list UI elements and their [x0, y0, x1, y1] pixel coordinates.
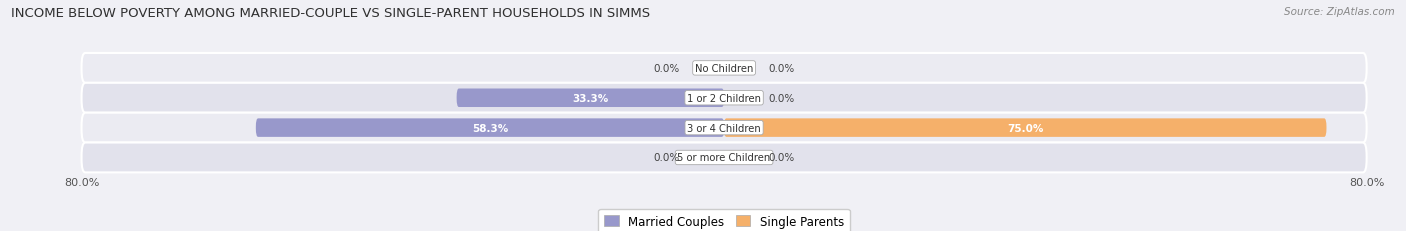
Text: Source: ZipAtlas.com: Source: ZipAtlas.com	[1284, 7, 1395, 17]
FancyBboxPatch shape	[696, 151, 724, 165]
FancyBboxPatch shape	[724, 91, 752, 105]
Text: 3 or 4 Children: 3 or 4 Children	[688, 123, 761, 133]
Text: 5 or more Children: 5 or more Children	[678, 153, 770, 163]
FancyBboxPatch shape	[724, 119, 1326, 137]
FancyBboxPatch shape	[696, 62, 724, 76]
Text: 1 or 2 Children: 1 or 2 Children	[688, 93, 761, 103]
FancyBboxPatch shape	[82, 83, 1367, 113]
Legend: Married Couples, Single Parents: Married Couples, Single Parents	[599, 209, 849, 231]
FancyBboxPatch shape	[457, 89, 724, 108]
FancyBboxPatch shape	[724, 62, 752, 76]
Text: No Children: No Children	[695, 64, 754, 73]
FancyBboxPatch shape	[256, 119, 724, 137]
FancyBboxPatch shape	[82, 143, 1367, 173]
Text: 0.0%: 0.0%	[654, 153, 681, 163]
Text: 58.3%: 58.3%	[472, 123, 508, 133]
Text: 0.0%: 0.0%	[654, 64, 681, 73]
Text: 33.3%: 33.3%	[572, 93, 609, 103]
Text: 0.0%: 0.0%	[768, 64, 794, 73]
Text: 75.0%: 75.0%	[1007, 123, 1043, 133]
Text: 0.0%: 0.0%	[768, 153, 794, 163]
FancyBboxPatch shape	[82, 113, 1367, 143]
Text: 0.0%: 0.0%	[768, 93, 794, 103]
FancyBboxPatch shape	[724, 151, 752, 165]
FancyBboxPatch shape	[82, 54, 1367, 83]
Text: INCOME BELOW POVERTY AMONG MARRIED-COUPLE VS SINGLE-PARENT HOUSEHOLDS IN SIMMS: INCOME BELOW POVERTY AMONG MARRIED-COUPL…	[11, 7, 651, 20]
